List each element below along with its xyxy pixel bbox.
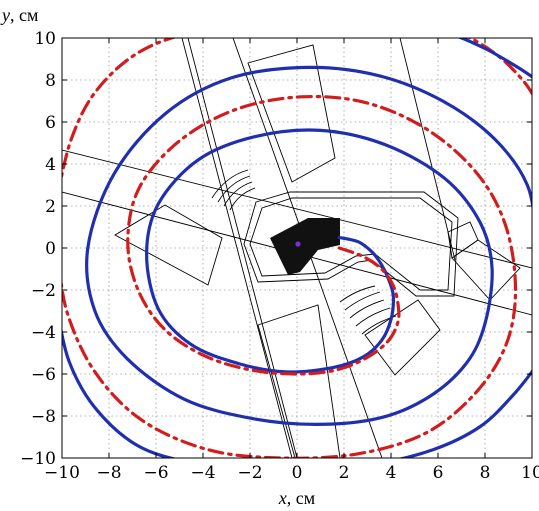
series-lines [62,38,532,458]
x-tick-label: 0 [292,463,303,483]
series-line-2-solid [62,327,532,458]
y-tick-label: 0 [45,239,56,259]
x-tick-label: −6 [143,463,168,483]
series-line-4-dashdot [466,38,532,97]
x-tick-label: 10 [521,463,539,483]
x-tick-label: 6 [433,463,444,483]
channel-blocks [114,44,521,458]
y-tick-label: −8 [31,407,56,427]
x-tick-label: −4 [190,463,215,483]
y-tick-label: 10 [34,29,56,49]
center-marker [295,241,301,247]
series-line-0-solid [85,65,532,426]
target-sector [270,218,340,275]
x-tick-label: −8 [96,463,121,483]
arc-segments [211,169,397,335]
y-axis-ticks: −10 −8 −6 −4 −2 0 2 4 6 8 10 [20,29,532,469]
y-axis-label: y, см [0,5,38,25]
x-axis-ticks: −10 −8 −6 −4 −2 0 2 4 6 8 10 [44,38,539,483]
x-tick-label: 8 [480,463,491,483]
y-tick-label: 8 [45,71,56,91]
x-tick-label: 4 [386,463,397,483]
series-line-1-dashdot [62,94,518,458]
y-tick-label: 4 [45,155,56,175]
chamber-outline [243,191,459,297]
y-tick-label: 2 [45,197,56,217]
y-tick-label: −4 [31,323,56,343]
y-tick-label: −10 [20,449,56,469]
x-tick-label: −10 [44,463,80,483]
y-tick-label: 6 [45,113,56,133]
series-line-5-solid [457,38,532,79]
y-tick-label: −6 [31,365,56,385]
x-tick-label: 2 [339,463,350,483]
series-line-3-dashdot [62,38,178,182]
x-tick-label: −2 [237,463,262,483]
x-axis-label: x, см [278,488,315,508]
y-tick-label: −2 [31,281,56,301]
